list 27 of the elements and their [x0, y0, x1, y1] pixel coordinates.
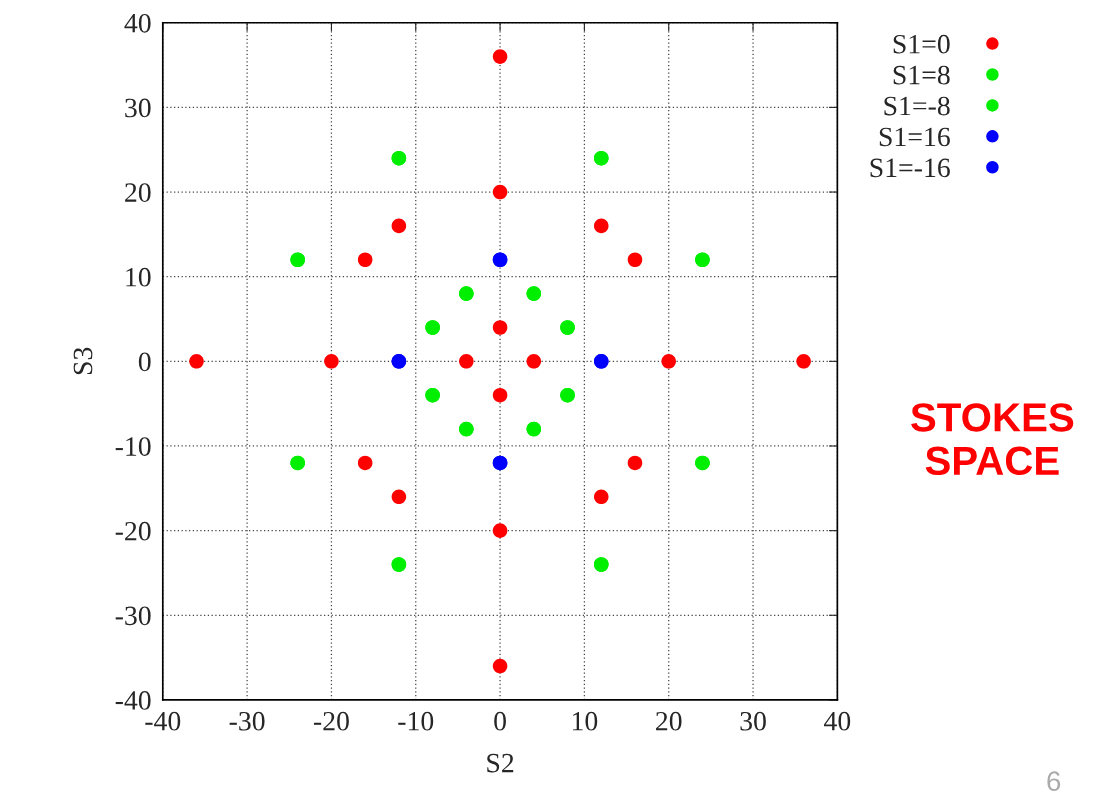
x-tick-label: -30	[229, 711, 265, 731]
y-tick-label: -10	[115, 437, 151, 456]
x-tick-label: 0	[494, 711, 506, 731]
x-tick-label: -40	[145, 711, 181, 731]
text: STOKES SPACE	[911, 403, 1074, 476]
y-axis-title: S3	[73, 347, 93, 375]
y-tick-label: 30	[125, 98, 151, 118]
y-tick-label: 0	[138, 352, 151, 372]
legend-label: S1=8	[893, 65, 950, 85]
x-tick-label: -10	[398, 711, 434, 731]
text: 6	[1047, 771, 1061, 792]
y-tick-label: -20	[115, 521, 151, 541]
x-tick-label: -20	[313, 711, 349, 731]
y-tick-label: 10	[126, 267, 151, 287]
x-axis-title: S2	[487, 753, 514, 773]
legend-label: S1=16	[879, 127, 950, 147]
legend-label: S1=0	[893, 34, 950, 54]
x-tick-label: 10	[572, 711, 598, 731]
legend-label: S1=-8	[884, 96, 950, 116]
x-tick-label: 40	[824, 711, 851, 731]
y-tick-label: -40	[115, 691, 151, 710]
y-tick-label: -30	[115, 606, 151, 626]
y-tick-label: 40	[124, 13, 151, 33]
y-tick-label: 20	[125, 183, 151, 202]
x-tick-label: 30	[740, 711, 766, 731]
legend-label: S1=-16	[870, 158, 950, 178]
x-tick-label: 20	[656, 711, 682, 731]
